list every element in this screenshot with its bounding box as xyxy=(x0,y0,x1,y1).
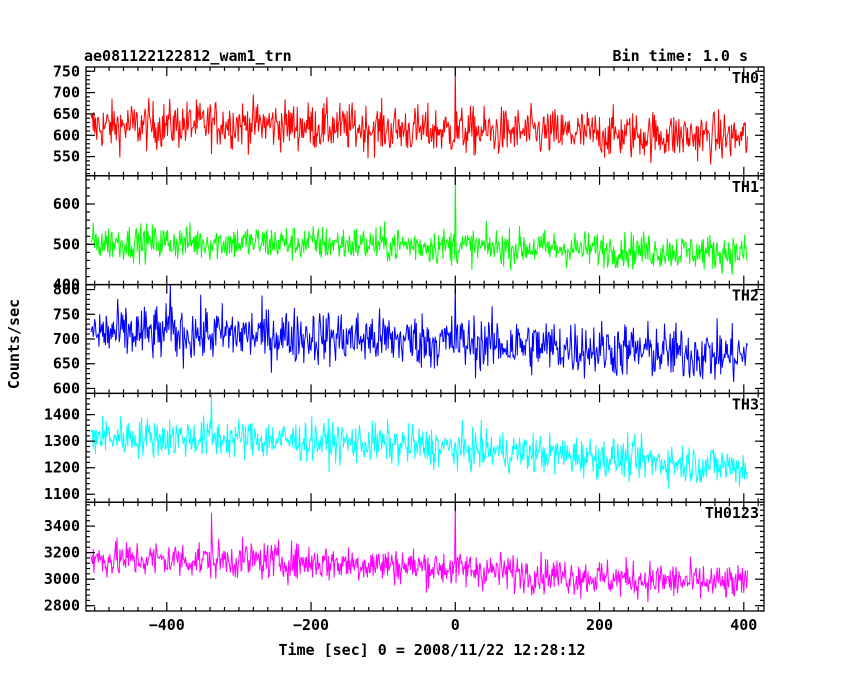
panel-frame xyxy=(85,501,765,612)
panel-name-label: TH0123 xyxy=(705,504,759,522)
y-tick-label: 1300 xyxy=(44,432,80,450)
series-th3 xyxy=(90,394,748,490)
series-th0123 xyxy=(90,502,748,603)
bin-time-label: Bin time: 1.0 s xyxy=(613,47,748,65)
y-axis-label: Counts/sec xyxy=(5,299,23,389)
y-tick-label: 1100 xyxy=(44,485,80,503)
panel-frame xyxy=(85,175,765,286)
series-th1 xyxy=(90,175,748,275)
chart-title: ae081122122812_wam1_trn xyxy=(84,47,292,65)
panel-th1: TH1 400 500 600 xyxy=(53,175,765,294)
y-tick-label: 550 xyxy=(53,148,80,166)
panel-th3: TH3 1100 1200 1300 1400 xyxy=(44,392,765,503)
series-th2 xyxy=(90,284,748,383)
y-tick-label: 400 xyxy=(53,276,80,294)
x-axis-label: Time [sec] 0 = 2008/11/22 12:28:12 xyxy=(278,641,585,659)
y-tick-label: 800 xyxy=(53,281,80,299)
y-tick-label: 650 xyxy=(53,105,80,123)
y-tick-label: 600 xyxy=(53,379,80,397)
x-tick-label: 200 xyxy=(586,616,613,634)
panel-th0: TH0 550 600 650 700 750 xyxy=(53,62,765,177)
x-tick-label: −200 xyxy=(293,616,329,634)
y-tick-label: 500 xyxy=(53,235,80,253)
y-tick-label: 700 xyxy=(53,84,80,102)
panel-th0123: TH0123 2800 3000 3200 3400 xyxy=(44,501,765,615)
y-tick-label: 3400 xyxy=(44,517,80,535)
y-tick-label: 2800 xyxy=(44,597,80,615)
panel-name-label: TH0 xyxy=(732,69,759,87)
series-th0 xyxy=(90,67,748,165)
y-tick-label: 1200 xyxy=(44,459,80,477)
x-tick-label: −400 xyxy=(149,616,185,634)
x-tick-label: 0 xyxy=(451,616,460,634)
y-tick-label: 650 xyxy=(53,355,80,373)
panel-name-label: TH1 xyxy=(732,178,759,196)
y-tick-label: 750 xyxy=(53,62,80,80)
y-tick-label: 3200 xyxy=(44,544,80,562)
panels: TH0 550 600 650 700 750 TH1 400 500 600 TH2 600 650 7… xyxy=(44,62,765,634)
y-tick-label: 3000 xyxy=(44,570,80,588)
x-tick-label: 400 xyxy=(730,616,757,634)
y-tick-label: 700 xyxy=(53,330,80,348)
y-tick-label: 600 xyxy=(53,126,80,144)
y-tick-label: 600 xyxy=(53,195,80,213)
panel-name-label: TH3 xyxy=(732,395,759,413)
panel-name-label: TH2 xyxy=(732,287,759,305)
y-tick-label: 1400 xyxy=(44,406,80,424)
y-tick-label: 750 xyxy=(53,305,80,323)
panel-th2: TH2 600 650 700 750 800 xyxy=(53,281,765,397)
